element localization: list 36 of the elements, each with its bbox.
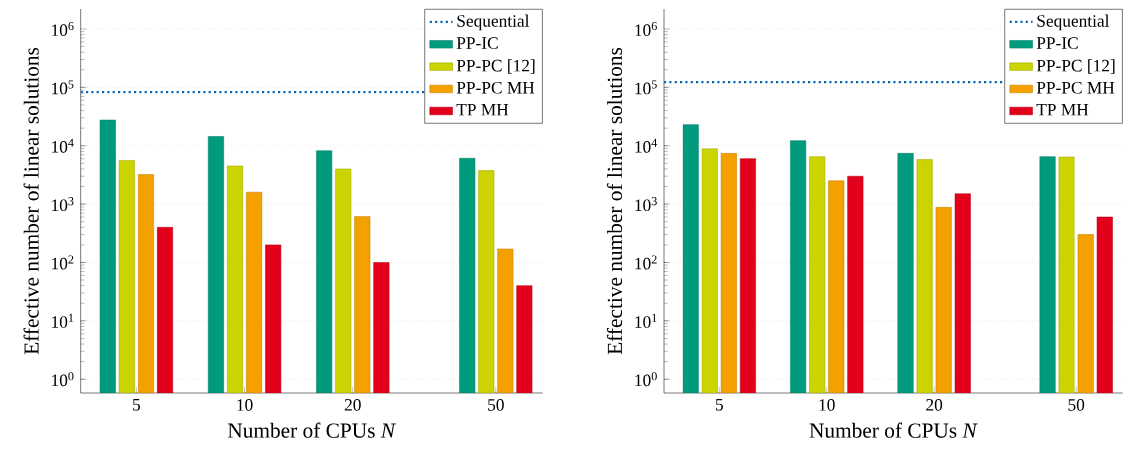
x-axis-title: Number of CPUs N	[809, 422, 978, 438]
y-axis-title: Effective number of linear solutions	[606, 47, 623, 355]
legend-label: PP-IC	[456, 37, 498, 49]
legend-label: TP MH	[456, 104, 509, 116]
x-tick-label: 50	[488, 399, 504, 411]
y-tick-label: 10$^{0}$	[635, 372, 657, 387]
x-tick-label: 20	[926, 399, 943, 411]
y-axis-title: Effective number of linear solutions	[23, 47, 39, 355]
x-tick-label: 20	[344, 399, 361, 411]
x-axis-title: Number of CPUs N	[227, 422, 397, 438]
y-tick-label: 10$^{4}$	[635, 138, 658, 153]
y-tick-label: 10$^{2}$	[52, 255, 74, 270]
y-tick-label: 10$^{1}$	[635, 313, 657, 328]
legend-label: TP MH	[1036, 104, 1089, 116]
legend-label: Sequential	[1037, 14, 1110, 31]
x-tick-label: 10	[237, 399, 253, 411]
y-tick-label: 10$^{4}$	[52, 138, 74, 153]
legend-label: Sequential	[457, 14, 530, 31]
y-tick-label: 10$^{6}$	[635, 21, 657, 36]
y-tick-label: 10$^{2}$	[635, 255, 657, 270]
x-tick-label: 5	[715, 399, 723, 411]
y-tick-label: 10$^{5}$	[52, 80, 74, 95]
y-tick-label: 10$^{1}$	[52, 313, 74, 328]
legend-label: PP-IC	[1036, 37, 1078, 49]
x-tick-label: 5	[133, 399, 141, 411]
x-tick-label: 50	[1068, 399, 1085, 411]
x-tick-label: 10	[819, 399, 835, 411]
y-tick-label: 10$^{0}$	[52, 372, 74, 387]
y-tick-label: 10$^{5}$	[635, 80, 657, 95]
legend-label: PP-PC [12]	[456, 59, 535, 74]
legend-label: PP-PC [12]	[1036, 59, 1115, 74]
legend-label: PP-PC MH	[456, 81, 535, 94]
y-tick-label: 10$^{3}$	[635, 197, 657, 212]
y-tick-label: 10$^{3}$	[52, 197, 74, 212]
y-tick-label: 10$^{6}$	[52, 21, 74, 36]
legend-label: PP-PC MH	[1036, 81, 1115, 94]
